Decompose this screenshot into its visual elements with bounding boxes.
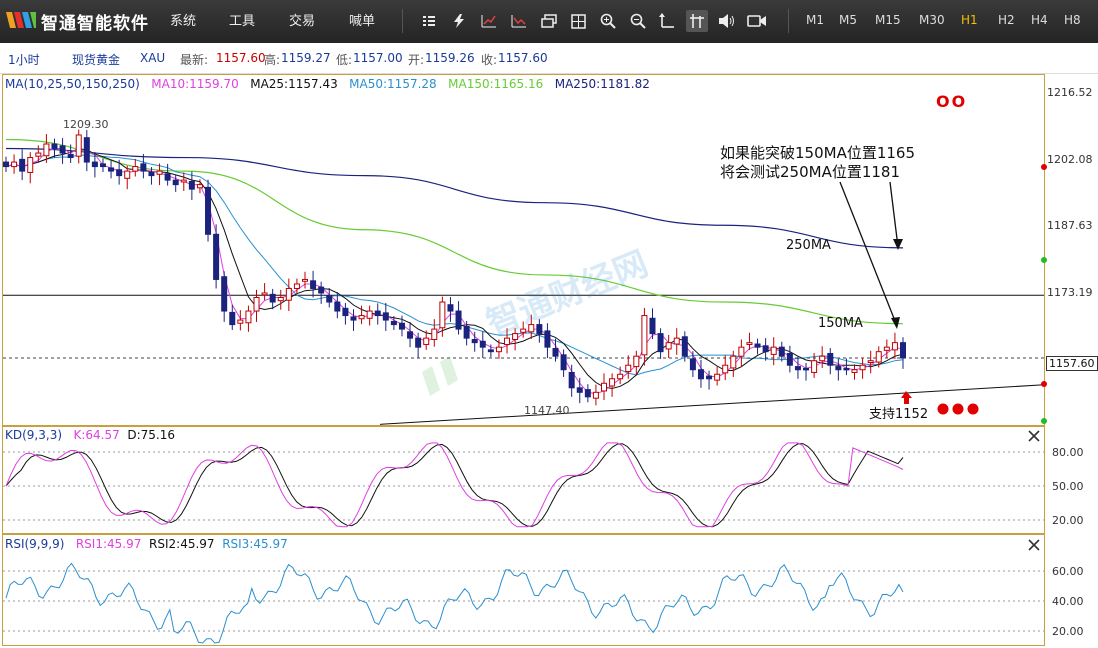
timeframe-m5[interactable]: M5 (839, 13, 857, 27)
ma150-value: MA150:1165.16 (448, 77, 544, 91)
app-logo: 智通智能软件 (4, 6, 149, 36)
logo-mark-icon (4, 8, 38, 34)
menu-tools[interactable]: 工具 (229, 14, 256, 29)
annotation-oo: OO (936, 92, 968, 111)
latest-value: 1157.60 (216, 51, 266, 65)
latest-label: 最新: (180, 53, 209, 67)
timeframe-h8[interactable]: H8 (1064, 13, 1081, 27)
kd-y-tick-label: 80.00 (1052, 446, 1084, 459)
annotation-150ma: 150MA (818, 316, 863, 331)
toolbar-separator (402, 9, 403, 33)
annotation-low: 1147.40 (524, 404, 570, 417)
window-icon[interactable] (538, 10, 560, 32)
close-value: 1157.60 (498, 51, 548, 65)
chart-up-icon[interactable] (478, 10, 500, 32)
current-price-tag: 1157.60 (1046, 356, 1098, 371)
chart-line-icon[interactable] (508, 10, 530, 32)
y-tick-label: 1202.08 (1047, 153, 1093, 166)
menu-trade[interactable]: 交易 (289, 14, 316, 29)
kd-d-value: D:75.16 (127, 428, 176, 442)
ma25-value: MA25:1157.43 (250, 77, 338, 91)
period-label[interactable]: 1小时 (8, 53, 40, 67)
timeframe-m30[interactable]: M30 (919, 13, 945, 27)
ma50-value: MA50:1157.28 (349, 77, 437, 91)
rsi-panel[interactable] (2, 534, 1045, 646)
rsi2-value: RSI2:45.97 (149, 537, 215, 551)
y-tick-label: 1216.52 (1047, 86, 1093, 99)
low-label: 低: (336, 53, 353, 67)
top-toolbar: 智通智能软件 系统 工具 交易 喊单 M1 M5 M15 M30 H1 H (0, 0, 1098, 44)
high-value: 1159.27 (281, 51, 331, 65)
rsi-legend: RSI(9,9,9) RSI1:45.97 RSI2:45.97 RSI3:45… (5, 537, 288, 551)
toolbar-separator (788, 9, 789, 33)
kd-y-tick-label: 20.00 (1052, 514, 1084, 527)
rsi-y-tick-label: 20.00 (1052, 625, 1084, 638)
menu-call-order[interactable]: 喊单 (349, 14, 376, 29)
annotation-note-line1: 如果能突破150MA位置1165 (720, 144, 916, 162)
video-icon[interactable] (746, 10, 768, 32)
close-label: 收: (481, 53, 498, 67)
rsi-y-tick-label: 40.00 (1052, 595, 1084, 608)
close-kd-panel-icon[interactable] (1027, 429, 1041, 443)
symbol-name: 现货黄金 (72, 53, 121, 67)
rsi1-value: RSI1:45.97 (75, 537, 142, 551)
grid-icon[interactable] (567, 10, 589, 32)
open-label: 开: (408, 53, 425, 67)
timeframe-m15[interactable]: M15 (875, 13, 901, 27)
close-rsi-panel-icon[interactable] (1027, 538, 1041, 552)
zoom-out-icon[interactable] (627, 10, 649, 32)
low-value: 1157.00 (353, 51, 403, 65)
annotation-high: 1209.30 (63, 118, 109, 131)
kd-y-tick-label: 50.00 (1052, 480, 1084, 493)
ma10-value: MA10:1159.70 (151, 77, 239, 91)
timeframe-h4[interactable]: H4 (1031, 13, 1048, 27)
menu-system[interactable]: 系统 (170, 14, 197, 29)
annotation-support: 支持1152 (869, 407, 929, 422)
app-name: 智通智能软件 (41, 13, 149, 34)
rsi-y-tick-label: 60.00 (1052, 565, 1084, 578)
timeframe-h2[interactable]: H2 (998, 13, 1015, 27)
rsi3-value: RSI3:45.97 (222, 537, 288, 551)
ma250-value: MA250:1181.82 (554, 77, 650, 91)
annotation-250ma: 250MA (786, 238, 831, 253)
cursor-line-icon[interactable] (656, 10, 678, 32)
ma-legend-title: MA(10,25,50,150,250) (5, 77, 140, 91)
kd-panel[interactable] (2, 426, 1045, 534)
list-icon[interactable] (418, 10, 440, 32)
crosshair-icon[interactable] (686, 10, 708, 32)
zoom-in-icon[interactable] (597, 10, 619, 32)
quote-info-bar: 1小时 现货黄金 XAU 最新: 1157.60 高: 1159.27 低: 1… (0, 43, 1098, 74)
high-label: 高: (264, 53, 281, 67)
lightning-icon[interactable] (448, 10, 470, 32)
kd-legend: KD(9,3,3) K:64.57 D:75.16 (5, 428, 175, 442)
y-tick-label: 1187.63 (1047, 219, 1093, 232)
volume-icon[interactable] (716, 10, 738, 32)
kd-k-value: K:64.57 (73, 428, 120, 442)
y-tick-label: 1173.19 (1047, 286, 1093, 299)
kd-legend-title: KD(9,3,3) (5, 428, 63, 442)
rsi-legend-title: RSI(9,9,9) (5, 537, 65, 551)
timeframe-m1[interactable]: M1 (806, 13, 824, 27)
symbol-code: XAU (140, 51, 166, 65)
annotation-note-line2: 将会测试250MA位置1181 (720, 163, 901, 181)
price-panel[interactable] (2, 74, 1045, 426)
open-value: 1159.26 (425, 51, 475, 65)
ma-legend: MA(10,25,50,150,250) MA10:1159.70 MA25:1… (5, 77, 650, 91)
timeframe-h1[interactable]: H1 (961, 13, 978, 27)
